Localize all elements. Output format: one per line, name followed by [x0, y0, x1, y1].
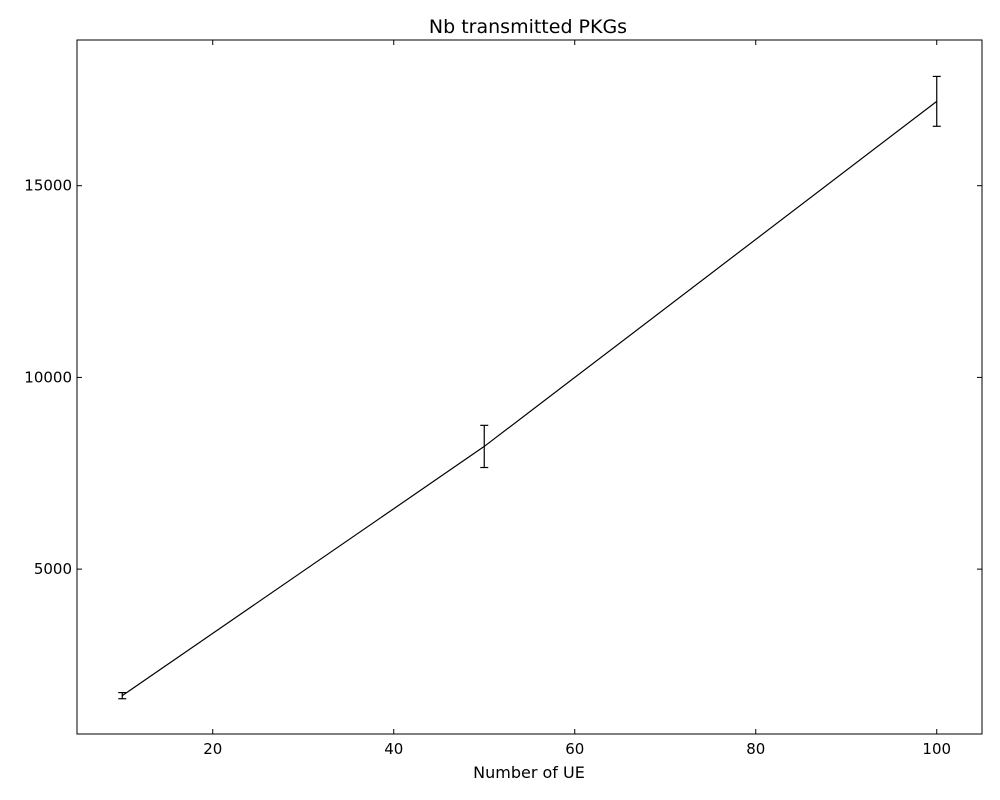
x-tick-label: 40: [384, 740, 403, 758]
x-tick-label: 80: [746, 740, 765, 758]
series-line: [121, 100, 938, 697]
y-tick-label: 10000: [24, 368, 72, 386]
y-axis: 5000 10000 15000: [24, 177, 982, 578]
data-series: [118, 75, 941, 700]
plot-area: [76, 39, 983, 735]
x-tick-label: 20: [203, 740, 222, 758]
x-axis-label: Number of UE: [473, 763, 585, 782]
x-axis: 20 40 60 80 100: [203, 40, 951, 758]
x-tick-label: 60: [565, 740, 584, 758]
chart-title: Nb transmitted PKGs: [429, 16, 627, 38]
y-tick-label: 5000: [34, 560, 72, 578]
x-tick-label: 100: [922, 740, 951, 758]
y-tick-label: 15000: [24, 177, 72, 195]
